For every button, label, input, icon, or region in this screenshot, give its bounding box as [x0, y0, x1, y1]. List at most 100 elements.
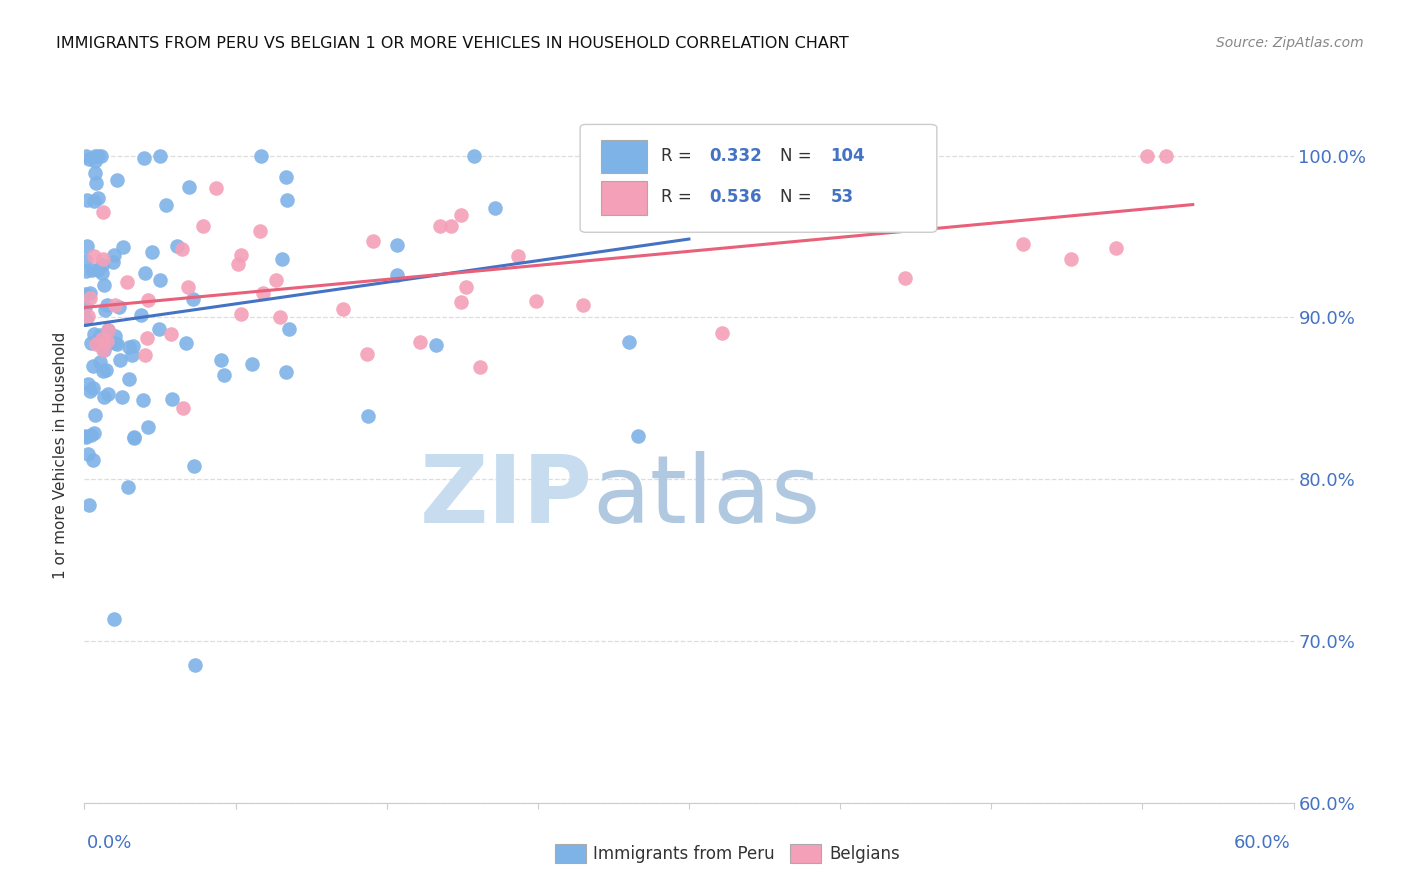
- Text: R =: R =: [661, 147, 697, 165]
- Point: [637, 148, 659, 162]
- Point: [91, 364, 114, 378]
- Point: [103, 611, 125, 625]
- Point: [1136, 148, 1159, 162]
- Point: [136, 293, 159, 307]
- Point: [91, 258, 114, 272]
- Point: [754, 211, 776, 225]
- Point: [277, 321, 299, 335]
- FancyBboxPatch shape: [581, 124, 936, 232]
- Point: [118, 372, 141, 386]
- Text: 53: 53: [831, 188, 853, 206]
- Point: [91, 252, 114, 266]
- Point: [79, 384, 101, 398]
- Point: [87, 148, 110, 162]
- Point: [135, 331, 157, 345]
- Point: [183, 458, 205, 473]
- Point: [89, 355, 111, 369]
- Point: [148, 322, 170, 336]
- Point: [179, 180, 201, 194]
- Point: [249, 224, 271, 238]
- Point: [75, 253, 97, 268]
- Text: R =: R =: [661, 188, 697, 206]
- Text: 104: 104: [831, 147, 865, 165]
- Point: [91, 266, 114, 280]
- Point: [526, 294, 548, 309]
- Point: [76, 239, 98, 253]
- Point: [231, 248, 253, 262]
- Point: [75, 287, 97, 301]
- Point: [429, 219, 451, 234]
- Point: [121, 339, 143, 353]
- Point: [90, 333, 112, 347]
- Point: [571, 298, 593, 312]
- Point: [484, 201, 506, 215]
- Point: [79, 292, 101, 306]
- Point: [450, 208, 472, 222]
- Point: [97, 323, 120, 337]
- Point: [177, 280, 200, 294]
- Point: [170, 242, 193, 256]
- Point: [86, 176, 108, 190]
- Point: [122, 430, 145, 444]
- Point: [97, 387, 120, 401]
- Point: [252, 286, 274, 301]
- Point: [409, 334, 432, 349]
- Text: ZIP: ZIP: [419, 450, 592, 542]
- Text: 0.0%: 0.0%: [87, 834, 132, 852]
- Point: [131, 308, 153, 322]
- Point: [80, 428, 103, 442]
- Point: [108, 300, 131, 314]
- Point: [229, 307, 252, 321]
- Point: [810, 211, 832, 225]
- Point: [627, 429, 650, 443]
- Point: [454, 280, 477, 294]
- Point: [93, 390, 115, 404]
- Text: N =: N =: [780, 147, 817, 165]
- Text: Source: ZipAtlas.com: Source: ZipAtlas.com: [1216, 36, 1364, 50]
- Point: [122, 431, 145, 445]
- Point: [174, 336, 197, 351]
- Point: [76, 309, 98, 323]
- Point: [86, 334, 108, 349]
- Point: [134, 266, 156, 280]
- Point: [105, 336, 128, 351]
- Point: [115, 275, 138, 289]
- Point: [160, 392, 183, 406]
- Point: [83, 249, 105, 263]
- Point: [76, 193, 98, 207]
- Point: [84, 408, 107, 422]
- Point: [149, 272, 172, 286]
- Text: Belgians: Belgians: [830, 845, 900, 863]
- Point: [77, 447, 100, 461]
- Point: [1012, 236, 1035, 251]
- Point: [91, 205, 114, 219]
- Point: [89, 327, 111, 342]
- Text: 60.0%: 60.0%: [1234, 834, 1291, 852]
- Text: 0.332: 0.332: [710, 147, 762, 165]
- Point: [270, 252, 292, 266]
- Point: [79, 285, 101, 300]
- Point: [87, 191, 110, 205]
- Point: [440, 219, 463, 234]
- FancyBboxPatch shape: [600, 181, 647, 215]
- Point: [249, 148, 271, 162]
- Point: [117, 480, 139, 494]
- Point: [204, 181, 226, 195]
- Point: [181, 292, 204, 306]
- Point: [80, 336, 103, 351]
- Point: [172, 401, 194, 415]
- Point: [136, 419, 159, 434]
- Point: [269, 310, 291, 325]
- Text: Immigrants from Peru: Immigrants from Peru: [593, 845, 775, 863]
- Point: [107, 173, 129, 187]
- Point: [357, 409, 380, 423]
- Point: [101, 255, 124, 269]
- Point: [356, 346, 378, 360]
- Point: [93, 343, 115, 357]
- Point: [450, 295, 472, 310]
- Point: [617, 334, 640, 349]
- Point: [75, 429, 97, 443]
- Point: [149, 148, 172, 162]
- Point: [276, 365, 298, 379]
- Point: [332, 302, 354, 317]
